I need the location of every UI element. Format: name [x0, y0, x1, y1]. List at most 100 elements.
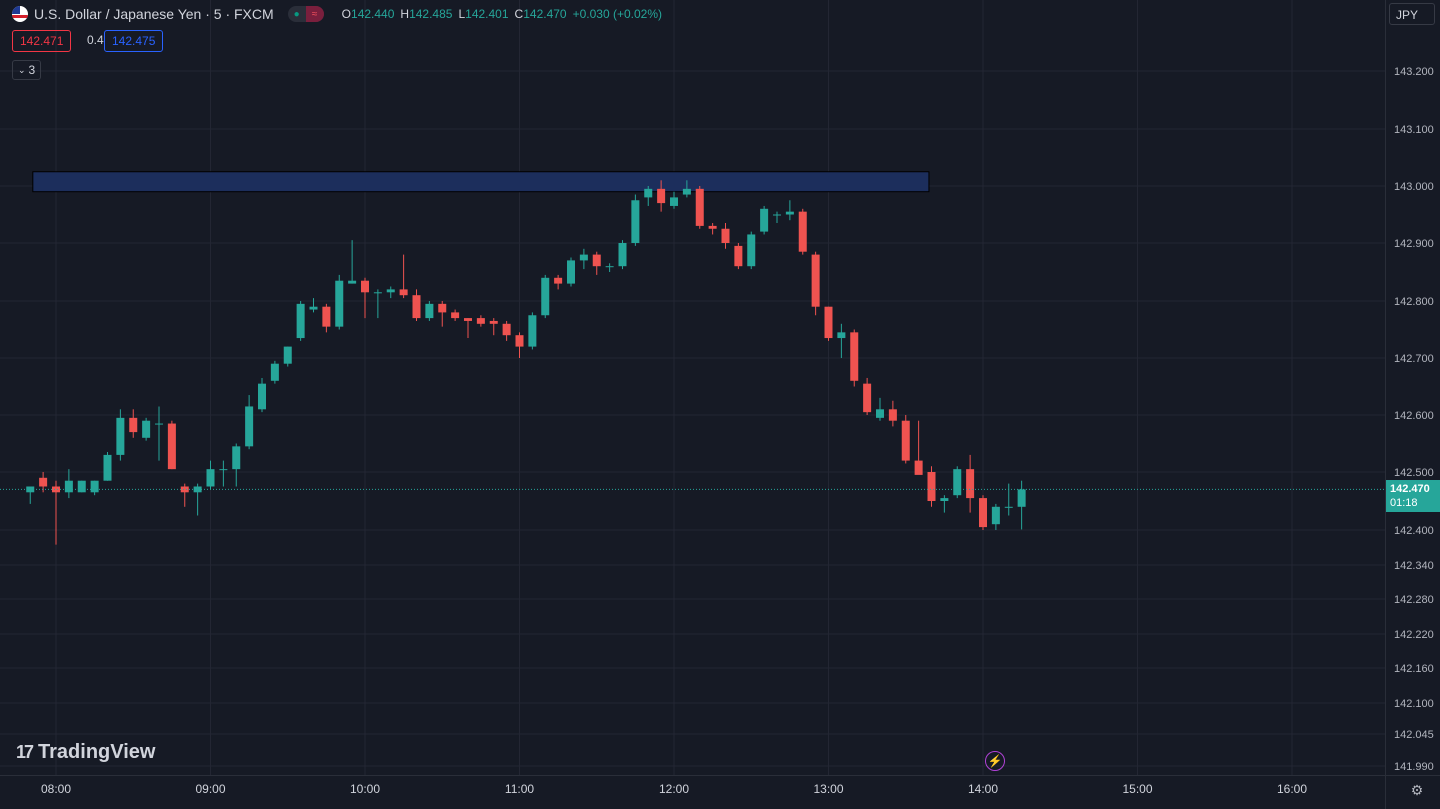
- candle-body: [167, 423, 176, 470]
- time-axis[interactable]: 08:00 09:00 10:00 11:00 12:00 13:00 14:00 15:00…: [0, 775, 1385, 809]
- candle-body: [824, 306, 833, 339]
- price-tick-label: 142.280: [1394, 594, 1434, 606]
- candle-body: [412, 295, 421, 319]
- candle-body: [373, 292, 382, 294]
- candle-body: [953, 469, 962, 496]
- time-tick-label: 12:00: [659, 782, 689, 796]
- chevron-down-icon: ⌄: [18, 65, 26, 75]
- settings-gear-icon[interactable]: ⚙: [1410, 782, 1424, 798]
- bar-countdown: 01:18: [1390, 497, 1418, 510]
- price-axis[interactable]: 143.200 143.100 143.000 142.900 142.800 142.7…: [1385, 0, 1440, 775]
- price-tick-label: 141.990: [1394, 761, 1434, 773]
- candle-body: [155, 423, 163, 425]
- time-tick-label: 10:00: [350, 782, 380, 796]
- candle-body: [785, 211, 794, 215]
- candle-body: [129, 417, 138, 433]
- candle-body: [605, 266, 614, 268]
- ohlc-c: C142.470: [515, 7, 567, 21]
- candle-body: [876, 409, 884, 418]
- price-tick-label: 142.045: [1394, 729, 1434, 741]
- candle-body: [618, 243, 627, 267]
- candle-body: [348, 280, 357, 284]
- last-price-tag: 142.470 01:18: [1386, 480, 1440, 513]
- candle-body: [657, 188, 666, 204]
- market-status[interactable]: ● ≈: [287, 6, 324, 22]
- candle-body: [451, 312, 460, 319]
- candle-body: [322, 306, 331, 327]
- chart-area[interactable]: U.S. Dollar / Japanese Yen · 5 · FXCM ● …: [0, 0, 1385, 775]
- ohlc-value: 142.470: [523, 7, 567, 21]
- candle-body: [837, 332, 846, 339]
- time-tick-label: 14:00: [968, 782, 998, 796]
- indicator-count: 3: [28, 63, 36, 77]
- sell-button[interactable]: 142.471: [12, 30, 72, 52]
- symbol-legend[interactable]: U.S. Dollar / Japanese Yen · 5 · FXCM ● …: [12, 4, 662, 24]
- candle-body: [979, 498, 987, 528]
- time-axis-labels: 08:00 09:00 10:00 11:00 12:00 13:00 14:00 15:00…: [41, 782, 1307, 796]
- time-tick-label: 11:00: [505, 782, 534, 796]
- rectangle-zone[interactable]: [32, 171, 930, 193]
- price-tick-label: 143.200: [1394, 66, 1434, 78]
- candle-body: [927, 472, 936, 501]
- candle-body: [386, 289, 395, 293]
- candle-body: [695, 188, 704, 226]
- candle-body: [438, 303, 447, 313]
- us-flag-icon: [12, 6, 28, 22]
- candle-body: [142, 420, 151, 438]
- currency-button[interactable]: JPY: [1389, 3, 1435, 25]
- change-value: +0.030 (+0.02%): [572, 7, 663, 21]
- price-tick-label: 142.220: [1394, 629, 1434, 641]
- delayed-data-icon: ≈: [305, 6, 324, 22]
- candle-body: [554, 277, 563, 284]
- price-tick-label: 142.900: [1394, 238, 1434, 250]
- price-tick-label: 142.800: [1394, 296, 1434, 308]
- time-tick-label: 13:00: [813, 782, 843, 796]
- candle-body: [335, 280, 344, 327]
- candle-body: [798, 211, 807, 252]
- candle-body: [502, 323, 511, 336]
- supply-zone-rectangle[interactable]: [32, 171, 930, 193]
- indicators-toggle[interactable]: ⌄ 3: [12, 60, 42, 80]
- time-tick-label: 09:00: [195, 782, 225, 796]
- candlestick-chart[interactable]: [0, 0, 1385, 775]
- candle-body: [991, 506, 1000, 525]
- candles: [26, 180, 1026, 545]
- time-tick-label: 15:00: [1122, 782, 1152, 796]
- candle-body: [541, 277, 550, 316]
- lightning-icon[interactable]: ⚡: [985, 751, 1005, 771]
- candle-body: [901, 420, 910, 461]
- candle-body: [888, 409, 897, 421]
- candle-body: [579, 254, 588, 261]
- ohlc-key: C: [514, 7, 524, 21]
- time-tick-label: 16:00: [1277, 782, 1307, 796]
- candle-body: [592, 254, 601, 267]
- candle-body: [283, 346, 292, 364]
- axis-corner: ⚙: [1385, 775, 1440, 809]
- candle-body: [193, 486, 202, 493]
- candle-body: [206, 469, 215, 487]
- branding-text: TradingView: [38, 741, 156, 763]
- ohlc-h: H142.485: [400, 7, 452, 21]
- symbol-title[interactable]: U.S. Dollar / Japanese Yen · 5 · FXCM: [34, 6, 274, 22]
- candle-body: [850, 332, 859, 381]
- ohlc-key: H: [400, 7, 410, 21]
- candle-body: [914, 460, 923, 475]
- candle-body: [245, 406, 254, 447]
- candle-body: [399, 289, 408, 296]
- candle-body: [515, 335, 524, 347]
- tradingview-logo[interactable]: 17 TradingView: [16, 741, 155, 764]
- candle-body: [734, 245, 743, 267]
- candle-body: [528, 315, 537, 347]
- candle-body: [747, 234, 756, 267]
- candle-body: [644, 188, 653, 198]
- price-tick-label: 142.500: [1394, 467, 1434, 479]
- price-tick-label: 143.100: [1394, 124, 1434, 136]
- candle-body: [361, 280, 369, 293]
- market-open-icon: ●: [293, 8, 300, 20]
- candle-body: [39, 477, 48, 487]
- buy-button[interactable]: 142.475: [104, 30, 164, 52]
- candle-body: [940, 498, 949, 501]
- ohlc-o: O142.440: [342, 7, 395, 21]
- ohlc-value: 142.485: [409, 7, 453, 21]
- candle-body: [180, 486, 189, 493]
